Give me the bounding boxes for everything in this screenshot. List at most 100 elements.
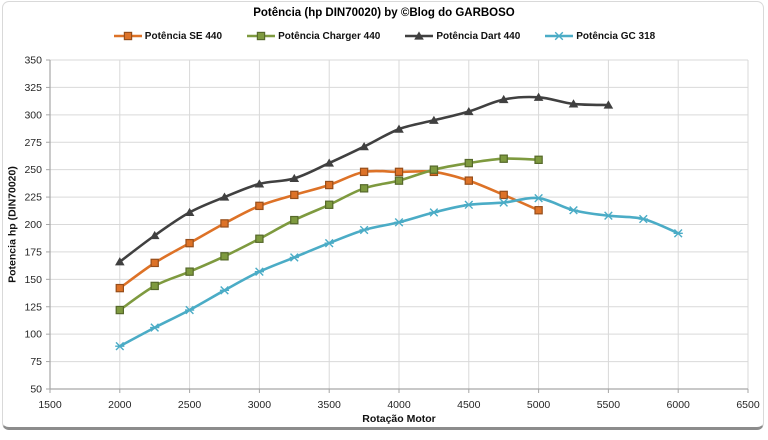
marker-star xyxy=(568,205,579,215)
legend-marker xyxy=(113,31,142,41)
x-tick-label: 5500 xyxy=(597,399,621,411)
marker-square xyxy=(464,176,474,185)
marker-square xyxy=(499,190,508,200)
x-tick-label: 3000 xyxy=(248,399,272,411)
y-axis-title: Potencia hp (DIN70020) xyxy=(6,166,19,283)
marker-square xyxy=(150,281,159,291)
marker-triangle xyxy=(568,99,579,108)
legend-item-4: Potência GC 318 xyxy=(544,30,655,42)
series-3 xyxy=(115,92,614,266)
x-tick-label: 2500 xyxy=(178,399,202,411)
marker-square xyxy=(185,267,194,276)
marker-star xyxy=(324,238,334,248)
marker-square xyxy=(534,155,543,164)
marker-star xyxy=(638,214,648,224)
legend-marker xyxy=(247,31,276,41)
y-tick-label: 75 xyxy=(30,356,42,368)
marker-square xyxy=(359,167,369,177)
y-tick-label: 175 xyxy=(24,246,42,258)
marker-triangle xyxy=(219,192,230,201)
marker-triangle xyxy=(464,106,474,116)
marker-star xyxy=(359,225,369,235)
marker-triangle xyxy=(533,92,544,101)
legend-label: Potência Charger 440 xyxy=(278,30,381,42)
marker-star xyxy=(150,323,160,332)
marker-triangle xyxy=(394,124,404,133)
marker-star xyxy=(673,228,683,238)
marker-star xyxy=(603,211,613,221)
x-tick-label: 1500 xyxy=(38,399,62,411)
series-line xyxy=(118,95,610,264)
y-tick-label: 150 xyxy=(24,274,42,286)
legend-label: Potência GC 318 xyxy=(576,30,656,42)
y-tick-label: 200 xyxy=(24,219,42,231)
marker-star xyxy=(394,218,404,227)
y-tick-label: 350 xyxy=(24,55,42,67)
marker-square xyxy=(290,215,299,225)
x-tick-label: 3500 xyxy=(318,399,342,411)
marker-triangle xyxy=(289,173,300,183)
marker-square xyxy=(255,201,264,211)
x-tick-label: 4500 xyxy=(457,399,481,411)
x-tick-label: 4000 xyxy=(387,399,411,411)
marker-square xyxy=(534,206,543,215)
y-tick-label: 300 xyxy=(24,109,42,121)
y-tick-label: 275 xyxy=(24,137,42,149)
legend-item-2: Potência Charger 440 xyxy=(246,30,380,42)
marker-square xyxy=(115,305,124,315)
y-tick-label: 250 xyxy=(24,164,42,176)
marker-square xyxy=(359,184,369,193)
marker-square xyxy=(429,165,439,174)
marker-square xyxy=(220,252,229,261)
y-tick-label: 100 xyxy=(24,329,42,341)
marker-star xyxy=(429,208,439,217)
marker-square xyxy=(220,219,229,228)
marker-square xyxy=(325,200,334,209)
marker-star xyxy=(115,341,125,351)
marker-triangle xyxy=(603,100,614,109)
marker-triangle xyxy=(359,142,369,151)
marker-star xyxy=(534,193,544,203)
marker-square xyxy=(255,234,264,243)
marker-star xyxy=(219,286,230,295)
y-tick-label: 50 xyxy=(30,384,42,396)
legend-item-1: Potência SE 440 xyxy=(113,30,222,42)
marker-square xyxy=(185,238,194,248)
y-tick-label: 125 xyxy=(24,301,42,313)
marker-star xyxy=(185,305,195,315)
chart-title: Potência (hp DIN70020) by ©Blog do GARBO… xyxy=(253,7,515,19)
marker-star xyxy=(554,31,564,41)
x-tick-label: 6500 xyxy=(736,399,760,411)
marker-square xyxy=(464,158,474,168)
marker-triangle xyxy=(414,31,425,40)
marker-triangle xyxy=(324,158,334,167)
marker-square xyxy=(325,180,334,190)
marker-star xyxy=(254,267,264,276)
x-tick-label: 2000 xyxy=(108,399,132,411)
marker-triangle xyxy=(149,230,160,240)
marker-square xyxy=(115,283,124,293)
legend-marker xyxy=(405,31,434,40)
legend-item-3: Potência Dart 440 xyxy=(404,30,520,42)
legend-label: Potência SE 440 xyxy=(144,30,223,42)
marker-triangle xyxy=(115,257,125,266)
legend: Potência SE 440 Potência Charger 440 Potên… xyxy=(0,28,768,44)
chart-frame xyxy=(2,1,764,430)
legend-label: Potência Dart 440 xyxy=(436,30,521,42)
marker-star xyxy=(499,198,509,207)
marker-star xyxy=(289,253,299,262)
marker-square xyxy=(290,190,299,200)
marker-square xyxy=(394,167,404,177)
marker-triangle xyxy=(254,179,265,188)
marker-square xyxy=(150,258,159,268)
legend-marker xyxy=(545,31,574,41)
marker-star xyxy=(464,200,474,210)
x-tick-label: 5000 xyxy=(527,399,551,411)
y-tick-label: 225 xyxy=(24,192,42,204)
marker-triangle xyxy=(498,94,509,104)
series-2 xyxy=(115,154,543,315)
marker-triangle xyxy=(429,115,439,124)
series-4 xyxy=(115,193,683,351)
